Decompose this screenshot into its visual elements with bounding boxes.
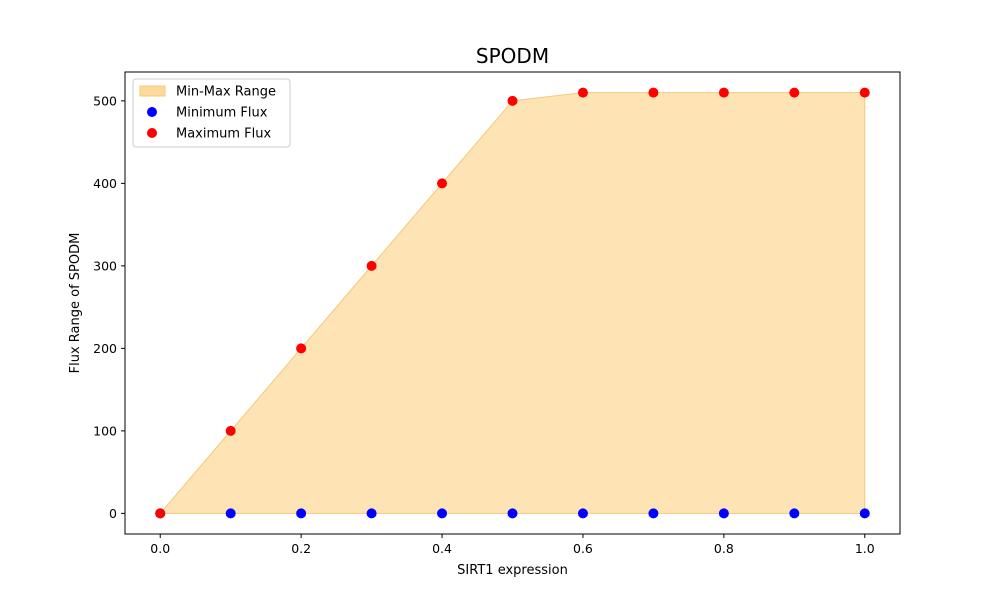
minimum-flux-point	[225, 508, 236, 519]
fill-layer	[159, 92, 866, 514]
x-tick-label: 0.2	[291, 541, 311, 556]
x-tick-label: 0.6	[573, 541, 593, 556]
maximum-flux-point	[507, 95, 518, 106]
minimum-flux-point	[507, 508, 518, 519]
y-tick-label: 100	[93, 423, 117, 438]
data-points	[155, 87, 870, 519]
minimum-flux-point	[648, 508, 659, 519]
y-tick-label: 500	[93, 93, 117, 108]
maximum-flux-point	[225, 425, 236, 436]
legend-marker-minimum-flux	[147, 107, 157, 117]
minimum-flux-point	[789, 508, 800, 519]
y-axis-label: Flux Range of SPODM	[68, 233, 83, 374]
y-tick-label: 300	[93, 258, 117, 273]
maximum-flux-point	[648, 87, 659, 98]
ticks: 0.0 0.2 0.4 0.6 0.8 1.0 0 100 200 300 400 500	[93, 93, 875, 556]
legend-label-maximum-flux: Maximum Flux	[176, 127, 272, 142]
maximum-flux-point	[155, 508, 166, 519]
chart-title: SPODM	[476, 44, 549, 68]
x-axis-label: SIRT1 expression	[457, 563, 568, 578]
min-max-range-area	[159, 92, 866, 514]
minimum-flux-point	[718, 508, 729, 519]
legend-box	[132, 78, 291, 148]
minimum-flux-point	[366, 508, 377, 519]
legend-marker-maximum-flux	[147, 128, 157, 138]
minimum-flux-point	[577, 508, 588, 519]
y-tick-label: 0	[109, 506, 117, 521]
maximum-flux-point	[577, 87, 588, 98]
x-tick-label: 0.8	[714, 541, 734, 556]
minimum-flux-point	[859, 508, 870, 519]
legend-label-minimum-flux: Minimum Flux	[176, 106, 268, 121]
maximum-flux-point	[859, 87, 870, 98]
y-tick-label: 200	[93, 341, 117, 356]
maximum-flux-point	[789, 87, 800, 98]
legend: Min-Max Range Minimum Flux Maximum Flux	[132, 78, 291, 148]
x-tick-label: 1.0	[855, 541, 875, 556]
maximum-flux-point	[437, 178, 448, 189]
minimum-flux-point	[296, 508, 307, 519]
x-tick-label: 0.0	[150, 541, 170, 556]
legend-swatch-range	[139, 85, 166, 97]
y-tick-label: 400	[93, 176, 117, 191]
maximum-flux-point	[366, 260, 377, 271]
maximum-flux-point	[296, 343, 307, 354]
minimum-flux-point	[437, 508, 448, 519]
maximum-flux-point	[718, 87, 729, 98]
plot-frame	[124, 71, 901, 535]
axes-frame	[124, 71, 901, 535]
x-tick-label: 0.4	[432, 541, 452, 556]
legend-label-range: Min-Max Range	[176, 85, 276, 100]
